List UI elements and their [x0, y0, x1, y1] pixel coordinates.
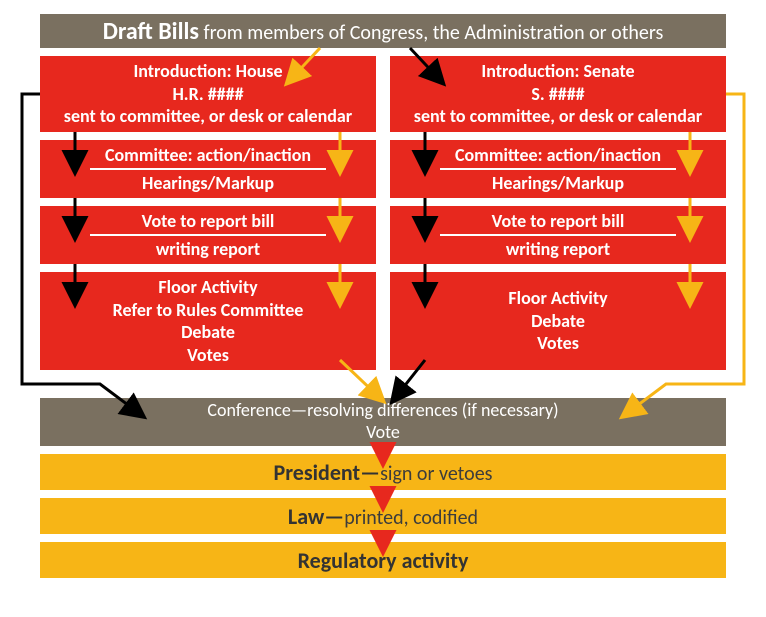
house-vote-l1: Vote to report bill [142, 210, 275, 233]
senate-floor-l3: Votes [537, 332, 579, 355]
law-bold: Law— [288, 503, 344, 530]
senate-floor: Floor Activity Debate Votes [390, 272, 726, 370]
president-rest: sign or vetoes [380, 462, 492, 486]
senate-intro-l3: sent to committee, or desk or calendar [414, 105, 702, 128]
divider [440, 168, 675, 170]
law: Law—printed, codified [40, 498, 726, 534]
house-intro-l3: sent to committee, or desk or calendar [64, 105, 352, 128]
law-rest: printed, codified [344, 506, 478, 530]
house-introduction: Introduction: House H.R. #### sent to co… [40, 56, 376, 132]
house-vote: Vote to report bill writing report [40, 206, 376, 264]
regulatory-text: Regulatory activity [298, 547, 469, 574]
house-floor-l3: Debate [181, 321, 235, 344]
regulatory-bold: Regulatory activity [298, 547, 469, 574]
house-committee-l2: Hearings/Markup [142, 172, 274, 195]
header-draft-bills: Draft Bills from members of Congress, th… [40, 14, 726, 48]
president-bold: President— [274, 459, 381, 486]
house-floor-l1: Floor Activity [158, 276, 257, 299]
conference-l1: Conference—resolving differences (if nec… [207, 400, 558, 422]
senate-committee-l1: Committee: action/inaction [455, 144, 661, 167]
divider [440, 234, 675, 236]
senate-vote-l1: Vote to report bill [492, 210, 625, 233]
senate-floor-l1: Floor Activity [508, 287, 607, 310]
house-intro-l1: Introduction: House [133, 60, 282, 83]
house-committee-l1: Committee: action/inaction [105, 144, 311, 167]
house-intro-l2: H.R. #### [172, 83, 243, 106]
header-text: Draft Bills from members of Congress, th… [103, 17, 664, 46]
president-text: President—sign or vetoes [274, 459, 493, 486]
house-floor-l2: Refer to Rules Committee [113, 299, 304, 322]
senate-intro-l2: S. #### [531, 83, 584, 106]
divider [90, 168, 325, 170]
header-rest: from members of Congress, the Administra… [199, 21, 663, 45]
house-vote-l2: writing report [156, 238, 260, 261]
senate-floor-l2: Debate [531, 310, 585, 333]
house-committee: Committee: action/inaction Hearings/Mark… [40, 140, 376, 198]
header-bold: Draft Bills [103, 17, 199, 46]
senate-vote: Vote to report bill writing report [390, 206, 726, 264]
senate-committee: Committee: action/inaction Hearings/Mark… [390, 140, 726, 198]
senate-introduction: Introduction: Senate S. #### sent to com… [390, 56, 726, 132]
senate-committee-l2: Hearings/Markup [492, 172, 624, 195]
conference-l2: Vote [366, 422, 400, 444]
house-floor: Floor Activity Refer to Rules Committee … [40, 272, 376, 370]
regulatory: Regulatory activity [40, 542, 726, 578]
president: President—sign or vetoes [40, 454, 726, 490]
conference: Conference—resolving differences (if nec… [40, 398, 726, 446]
house-floor-l4: Votes [187, 344, 229, 367]
law-text: Law—printed, codified [288, 503, 478, 530]
senate-intro-l1: Introduction: Senate [481, 60, 634, 83]
senate-vote-l2: writing report [506, 238, 610, 261]
divider [90, 234, 325, 236]
